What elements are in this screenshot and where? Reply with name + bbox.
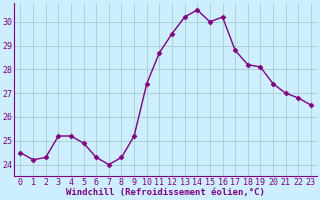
X-axis label: Windchill (Refroidissement éolien,°C): Windchill (Refroidissement éolien,°C) [66,188,265,197]
